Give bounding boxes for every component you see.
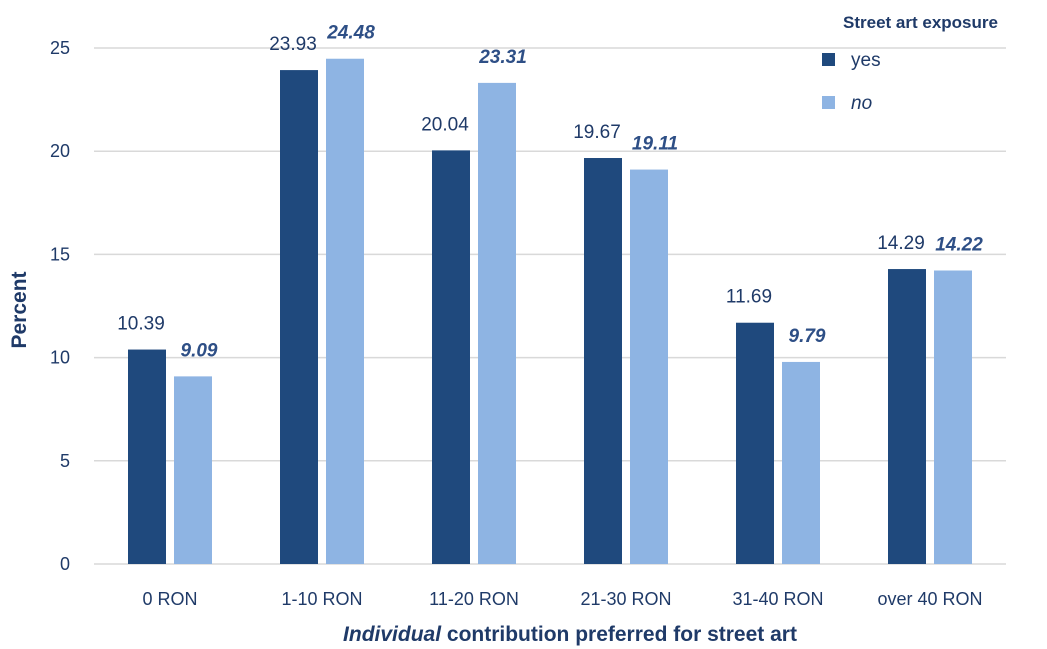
bar-yes-4 xyxy=(584,158,622,564)
data-labels: 10.39 9.09 23.93 24.48 20.04 23.31 19.67 19.11 1… xyxy=(117,23,983,362)
data-label-yes-5: 11.69 xyxy=(726,287,772,308)
data-label-yes-4: 19.67 xyxy=(573,122,621,143)
y-tick-label-10: 10 xyxy=(50,348,70,368)
x-tick-label-5: 31-40 RON xyxy=(732,589,823,609)
bar-no-4 xyxy=(630,169,668,565)
y-axis-ticks: 0 5 10 15 20 25 xyxy=(50,38,70,574)
bar-no-6 xyxy=(934,270,972,564)
bar-no-1 xyxy=(174,376,212,564)
x-tick-label-6: over 40 RON xyxy=(877,589,982,609)
data-label-no-5: 9.79 xyxy=(789,326,826,347)
bar-no-3 xyxy=(478,82,516,565)
bar-yes-6 xyxy=(888,269,926,564)
x-tick-label-3: 11-20 RON xyxy=(429,589,519,609)
data-label-no-2: 24.48 xyxy=(326,23,375,44)
y-tick-label-0: 0 xyxy=(60,554,70,574)
x-tick-label-1: 0 RON xyxy=(142,589,197,609)
bar-yes-5 xyxy=(736,322,774,564)
bar-yes-1 xyxy=(128,349,166,564)
bar-no-5 xyxy=(782,361,820,564)
x-axis-title-italic: Individual xyxy=(343,623,442,646)
y-tick-label-5: 5 xyxy=(60,451,70,471)
legend-title: Street art exposure xyxy=(843,13,998,32)
legend-label-no: no xyxy=(851,93,872,114)
legend: Street art exposure yes no xyxy=(822,13,998,114)
bars xyxy=(128,58,972,565)
data-label-no-4: 19.11 xyxy=(632,134,678,155)
legend-swatch-no xyxy=(822,96,835,109)
gridlines xyxy=(94,47,1006,565)
y-tick-label-20: 20 xyxy=(50,141,70,161)
bar-yes-2 xyxy=(280,70,318,564)
x-axis-title-rest: contribution preferred for street art xyxy=(441,623,797,646)
y-axis-title: Percent xyxy=(8,271,31,348)
y-tick-label-25: 25 xyxy=(50,38,70,58)
legend-label-yes: yes xyxy=(851,50,881,71)
data-label-yes-1: 10.39 xyxy=(117,314,165,335)
y-tick-label-15: 15 xyxy=(50,244,70,264)
data-label-yes-3: 20.04 xyxy=(421,114,469,135)
x-axis-title: Individual contribution preferred for st… xyxy=(343,623,797,646)
data-label-no-1: 9.09 xyxy=(181,340,218,361)
bar-no-2 xyxy=(326,58,364,565)
bar-yes-3 xyxy=(432,150,470,565)
data-label-no-6: 14.22 xyxy=(935,234,983,255)
data-label-no-3: 23.31 xyxy=(478,47,527,68)
x-tick-label-2: 1-10 RON xyxy=(281,589,362,609)
data-label-yes-6: 14.29 xyxy=(877,233,925,254)
legend-swatch-yes xyxy=(822,53,835,66)
x-axis-ticks: 0 RON 1-10 RON 11-20 RON 21-30 RON 31-40 RON… xyxy=(142,589,982,609)
x-tick-label-4: 21-30 RON xyxy=(580,589,671,609)
data-label-yes-2: 23.93 xyxy=(269,34,317,55)
